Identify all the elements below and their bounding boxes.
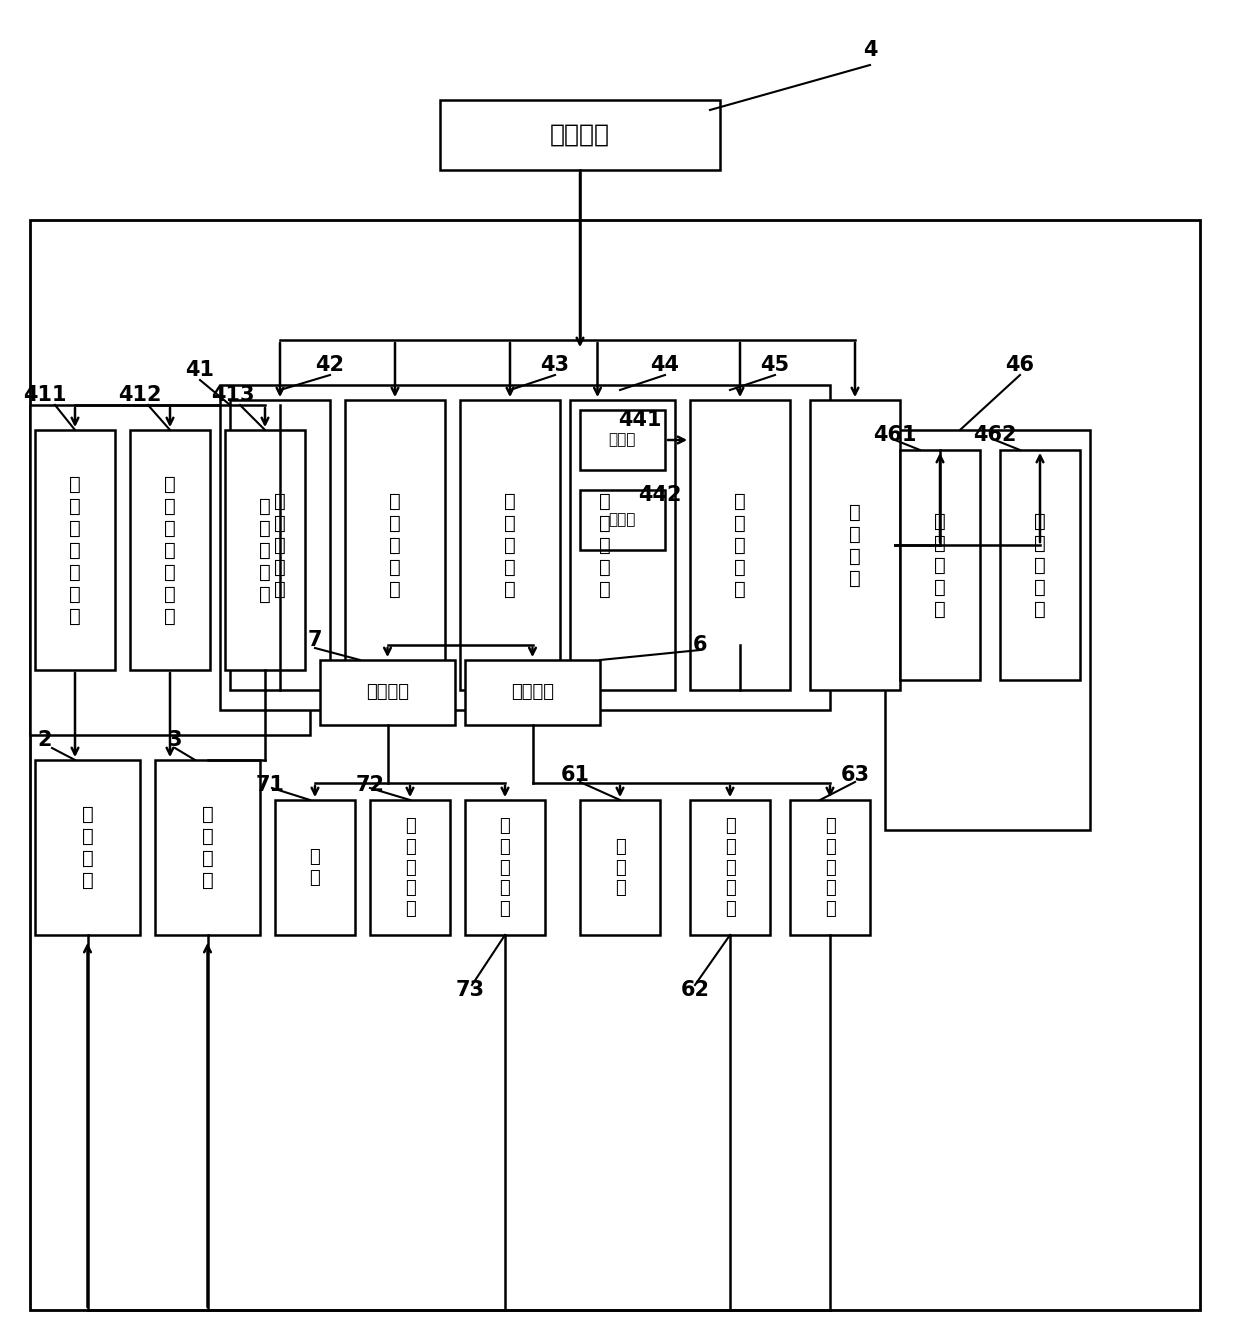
Bar: [465, 660, 600, 725]
Text: 413: 413: [211, 385, 254, 405]
Text: 3: 3: [167, 730, 182, 750]
Bar: [35, 431, 115, 670]
Text: 61: 61: [560, 765, 589, 785]
Text: 441: 441: [619, 410, 662, 431]
Text: 442: 442: [639, 485, 682, 505]
Text: 41: 41: [186, 360, 215, 380]
Text: 风
扇
装
置: 风 扇 装 置: [82, 805, 93, 890]
Text: 45: 45: [760, 356, 790, 374]
Text: 输出端: 输出端: [609, 432, 636, 448]
Bar: [320, 660, 455, 725]
Text: 输入端: 输入端: [609, 512, 636, 528]
Text: 水
流
控
制
阀: 水 流 控 制 阀: [500, 817, 511, 919]
Text: 控
制
处
理
器: 控 制 处 理 器: [734, 492, 746, 599]
Text: 监测装置: 监测装置: [551, 123, 610, 147]
Text: 光
控
报
警
器: 光 控 报 警 器: [1034, 512, 1045, 619]
Bar: [465, 800, 546, 935]
Text: 虫
害
检
测
器: 虫 害 检 测 器: [505, 492, 516, 599]
Text: 温
度
设
定
器: 温 度 设 定 器: [259, 496, 270, 603]
Text: 水
流
输
送
管: 水 流 输 送 管: [404, 817, 415, 919]
Bar: [30, 405, 310, 735]
Bar: [155, 759, 260, 935]
Text: 温
度
检
测
器: 温 度 检 测 器: [274, 492, 286, 599]
Text: 62: 62: [681, 980, 709, 1000]
Text: 湿
度
检
测
器: 湿 度 检 测 器: [389, 492, 401, 599]
Bar: [810, 400, 900, 690]
Text: 73: 73: [455, 980, 485, 1000]
Bar: [275, 800, 355, 935]
Text: 44: 44: [651, 356, 680, 374]
Bar: [580, 489, 665, 550]
Text: 42: 42: [315, 356, 345, 374]
Text: 63: 63: [841, 765, 869, 785]
Bar: [30, 221, 1200, 1310]
Text: 46: 46: [1006, 356, 1034, 374]
Bar: [900, 451, 980, 681]
Bar: [440, 100, 720, 170]
Text: 水
箱: 水 箱: [310, 848, 320, 886]
Text: 43: 43: [541, 356, 569, 374]
Text: 412: 412: [118, 385, 161, 405]
Bar: [570, 400, 675, 690]
Bar: [35, 759, 140, 935]
Text: 2: 2: [37, 730, 52, 750]
Text: 6: 6: [693, 635, 707, 655]
Text: 声
控
报
警
器: 声 控 报 警 器: [934, 512, 946, 619]
Text: 数
据
分
析
器: 数 据 分 析 器: [599, 492, 611, 599]
Text: 461: 461: [873, 425, 916, 445]
Bar: [790, 800, 870, 935]
Text: 462: 462: [973, 425, 1017, 445]
Text: 72: 72: [356, 775, 384, 796]
Bar: [689, 400, 790, 690]
Bar: [345, 400, 445, 690]
Bar: [130, 431, 210, 670]
Bar: [999, 451, 1080, 681]
Text: 发
烟
装
置: 发 烟 装 置: [202, 805, 213, 890]
Bar: [689, 800, 770, 935]
Bar: [460, 400, 560, 690]
Text: 药
剂
箱: 药 剂 箱: [615, 838, 625, 897]
Bar: [219, 385, 830, 710]
Text: 补水装置: 补水装置: [366, 683, 409, 702]
Text: 补水装置: 补水装置: [511, 683, 554, 702]
Text: 第
一
温
度
传
感
器: 第 一 温 度 传 感 器: [69, 475, 81, 626]
Text: 药
剂
控
制
阀: 药 剂 控 制 阀: [825, 817, 836, 919]
Text: 第
二
温
度
传
感
器: 第 二 温 度 传 感 器: [164, 475, 176, 626]
Bar: [580, 800, 660, 935]
Text: 4: 4: [863, 40, 877, 60]
Text: 药
剂
输
送
管: 药 剂 输 送 管: [724, 817, 735, 919]
Bar: [885, 431, 1090, 830]
Bar: [229, 400, 330, 690]
Text: 411: 411: [24, 385, 67, 405]
Text: 7: 7: [308, 630, 322, 650]
Bar: [580, 410, 665, 471]
Text: 71: 71: [255, 775, 284, 796]
Bar: [224, 431, 305, 670]
Text: 报
警
装
置: 报 警 装 置: [849, 503, 861, 587]
Bar: [370, 800, 450, 935]
